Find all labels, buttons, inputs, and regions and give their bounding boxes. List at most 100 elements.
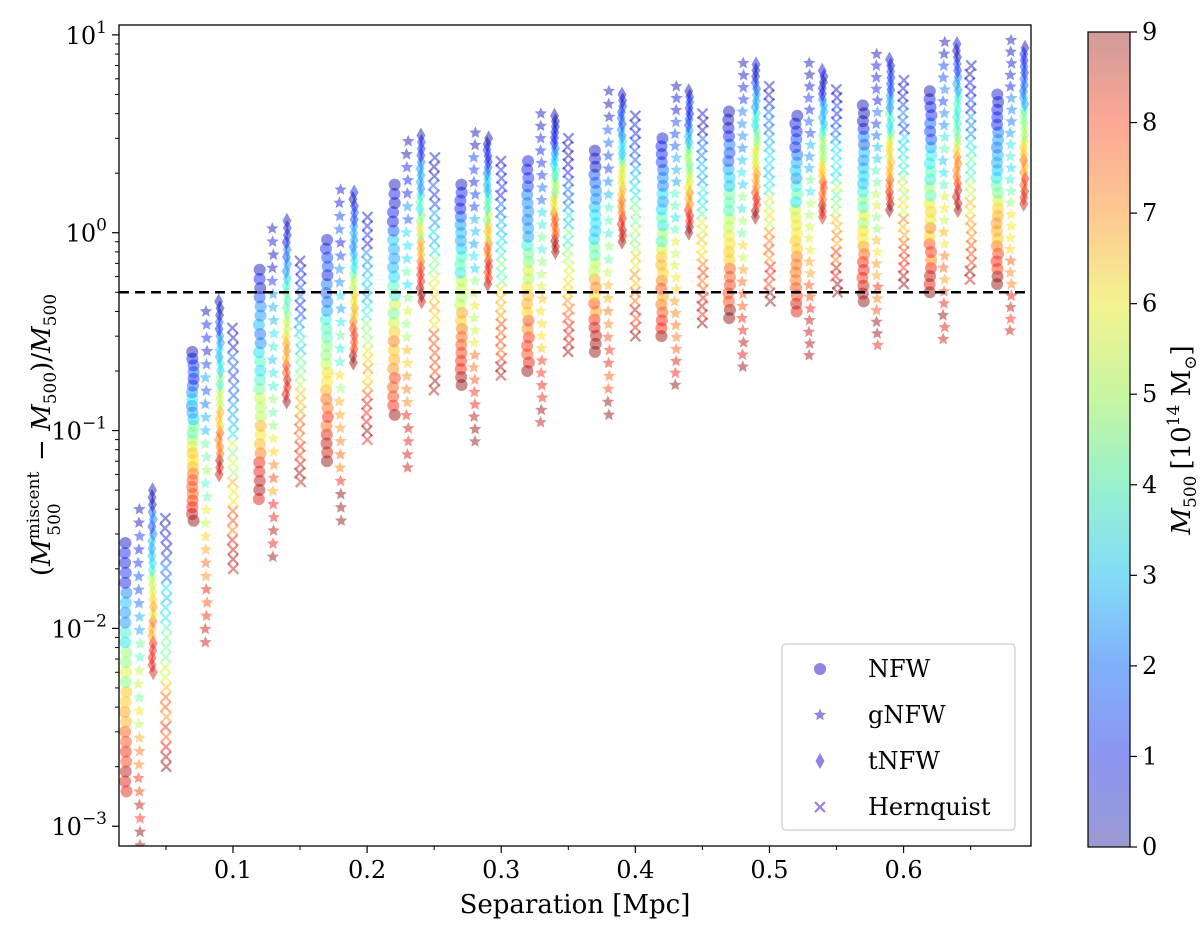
data-point-nfw xyxy=(321,260,334,273)
data-point-gnfw xyxy=(334,487,347,500)
data-point-gnfw xyxy=(266,222,279,234)
data-point-gnfw xyxy=(1004,312,1017,325)
data-point-tnfw xyxy=(886,81,896,98)
data-point-hernquist xyxy=(831,278,844,290)
data-point-hernquist xyxy=(561,141,574,153)
data-point-tnfw xyxy=(884,178,894,195)
data-point-tnfw xyxy=(148,635,158,652)
data-point-gnfw xyxy=(871,94,884,106)
data-point-tnfw xyxy=(818,150,828,167)
data-point-gnfw xyxy=(1004,231,1017,243)
data-point-hernquist xyxy=(562,132,575,145)
data-point-gnfw xyxy=(468,138,482,151)
data-point-nfw xyxy=(857,193,870,206)
data-point-nfw xyxy=(521,163,534,176)
data-point-nfw xyxy=(991,88,1004,101)
data-point-nfw xyxy=(723,254,736,267)
data-point-nfw xyxy=(790,133,803,146)
data-point-tnfw xyxy=(416,240,426,257)
data-point-gnfw xyxy=(804,173,817,186)
data-point-tnfw xyxy=(549,205,559,222)
data-point-tnfw xyxy=(817,127,827,144)
data-point-nfw xyxy=(790,156,803,169)
data-point-hernquist xyxy=(763,114,775,127)
data-point-hernquist xyxy=(429,375,441,387)
data-point-gnfw xyxy=(334,434,347,447)
data-point-hernquist xyxy=(830,140,842,153)
data-point-tnfw xyxy=(616,110,626,127)
data-point-nfw xyxy=(923,181,936,194)
data-point-tnfw xyxy=(416,154,426,171)
data-point-nfw xyxy=(387,279,400,292)
data-point-hernquist xyxy=(830,83,843,96)
data-point-tnfw xyxy=(214,411,224,428)
data-point-gnfw xyxy=(871,140,884,153)
data-point-gnfw xyxy=(669,247,682,259)
data-point-hernquist xyxy=(763,218,776,230)
data-point-gnfw xyxy=(938,83,951,95)
data-point-gnfw xyxy=(401,461,414,473)
data-point-tnfw xyxy=(281,364,291,381)
data-point-nfw xyxy=(991,111,1004,124)
data-point-tnfw xyxy=(349,334,359,351)
data-point-tnfw xyxy=(215,438,225,455)
data-point-gnfw xyxy=(736,105,749,117)
data-point-nfw xyxy=(790,180,803,193)
data-point-gnfw xyxy=(670,151,683,164)
data-point-tnfw xyxy=(147,620,157,637)
data-point-tnfw xyxy=(884,105,894,122)
data-point-hernquist xyxy=(226,322,239,334)
data-point-hernquist xyxy=(428,207,441,220)
data-point-gnfw xyxy=(200,450,213,463)
data-point-tnfw xyxy=(281,386,291,403)
data-point-hernquist xyxy=(427,179,439,192)
data-point-tnfw xyxy=(349,245,359,262)
data-point-gnfw xyxy=(736,178,749,190)
data-point-gnfw xyxy=(334,236,347,248)
data-point-gnfw xyxy=(602,382,615,395)
data-point-hernquist xyxy=(829,270,842,282)
data-point-hernquist xyxy=(897,204,910,217)
data-point-nfw xyxy=(856,201,869,214)
data-point-nfw xyxy=(655,156,668,169)
data-point-hernquist xyxy=(494,292,507,305)
data-point-gnfw xyxy=(937,261,950,274)
data-point-hernquist xyxy=(562,183,574,196)
data-point-tnfw xyxy=(1019,177,1029,194)
data-point-gnfw xyxy=(333,222,346,235)
data-point-tnfw xyxy=(148,554,158,571)
data-point-gnfw xyxy=(535,329,548,342)
data-point-tnfw xyxy=(818,74,828,91)
data-point-hernquist xyxy=(561,311,574,324)
data-point-gnfw xyxy=(870,82,883,95)
data-point-hernquist xyxy=(831,286,844,299)
data-point-nfw xyxy=(991,118,1004,131)
data-point-gnfw xyxy=(1004,80,1017,92)
data-point-gnfw xyxy=(333,196,346,209)
data-point-nfw xyxy=(857,216,870,229)
data-point-tnfw xyxy=(884,51,894,68)
data-point-tnfw xyxy=(953,135,963,152)
data-point-nfw xyxy=(253,456,266,469)
data-point-gnfw xyxy=(1005,56,1018,69)
data-point-nfw xyxy=(991,202,1004,215)
colorbar-tick-label: 0 xyxy=(1142,833,1157,861)
data-point-gnfw xyxy=(534,119,547,132)
data-point-nfw xyxy=(455,378,468,391)
data-point-nfw xyxy=(925,254,938,267)
data-point-nfw xyxy=(455,306,468,319)
data-point-tnfw xyxy=(617,233,627,250)
colorbar-tick-label: 8 xyxy=(1142,109,1157,137)
data-point-gnfw xyxy=(200,344,214,357)
data-point-hernquist xyxy=(293,449,306,462)
data-point-gnfw xyxy=(468,336,481,348)
data-point-tnfw xyxy=(482,141,492,158)
data-point-hernquist xyxy=(361,237,374,250)
data-point-tnfw xyxy=(348,320,358,337)
data-point-hernquist xyxy=(361,433,374,446)
data-point-gnfw xyxy=(1004,300,1017,313)
data-point-gnfw xyxy=(266,300,280,313)
data-point-gnfw xyxy=(803,313,816,326)
data-point-hernquist xyxy=(898,188,911,201)
data-point-hernquist xyxy=(428,291,441,303)
